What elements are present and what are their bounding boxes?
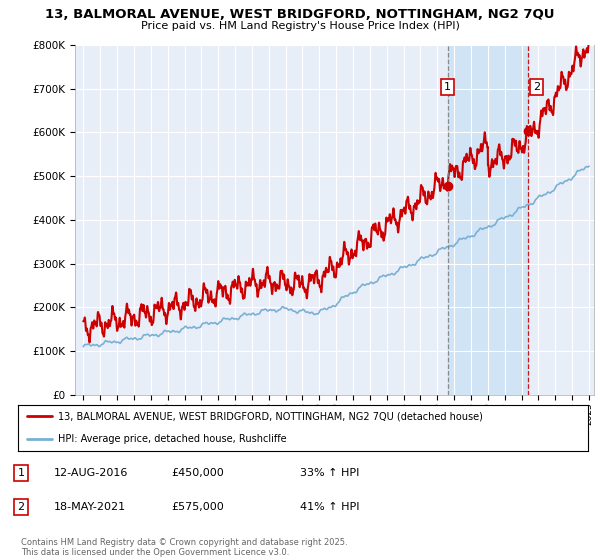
Text: 13, BALMORAL AVENUE, WEST BRIDGFORD, NOTTINGHAM, NG2 7QU: 13, BALMORAL AVENUE, WEST BRIDGFORD, NOT…	[45, 8, 555, 21]
Text: HPI: Average price, detached house, Rushcliffe: HPI: Average price, detached house, Rush…	[58, 435, 287, 444]
Text: 18-MAY-2021: 18-MAY-2021	[54, 502, 126, 512]
Text: 1: 1	[17, 468, 25, 478]
Text: 1: 1	[444, 82, 451, 92]
Text: Price paid vs. HM Land Registry's House Price Index (HPI): Price paid vs. HM Land Registry's House …	[140, 21, 460, 31]
Text: 13, BALMORAL AVENUE, WEST BRIDGFORD, NOTTINGHAM, NG2 7QU (detached house): 13, BALMORAL AVENUE, WEST BRIDGFORD, NOT…	[58, 412, 483, 421]
Text: 33% ↑ HPI: 33% ↑ HPI	[300, 468, 359, 478]
Text: 2: 2	[17, 502, 25, 512]
Text: Contains HM Land Registry data © Crown copyright and database right 2025.
This d: Contains HM Land Registry data © Crown c…	[21, 538, 347, 557]
Text: 2: 2	[533, 82, 540, 92]
Text: 12-AUG-2016: 12-AUG-2016	[54, 468, 128, 478]
Bar	[448, 45, 528, 395]
Text: 41% ↑ HPI: 41% ↑ HPI	[300, 502, 359, 512]
Text: £450,000: £450,000	[171, 468, 224, 478]
Text: £575,000: £575,000	[171, 502, 224, 512]
